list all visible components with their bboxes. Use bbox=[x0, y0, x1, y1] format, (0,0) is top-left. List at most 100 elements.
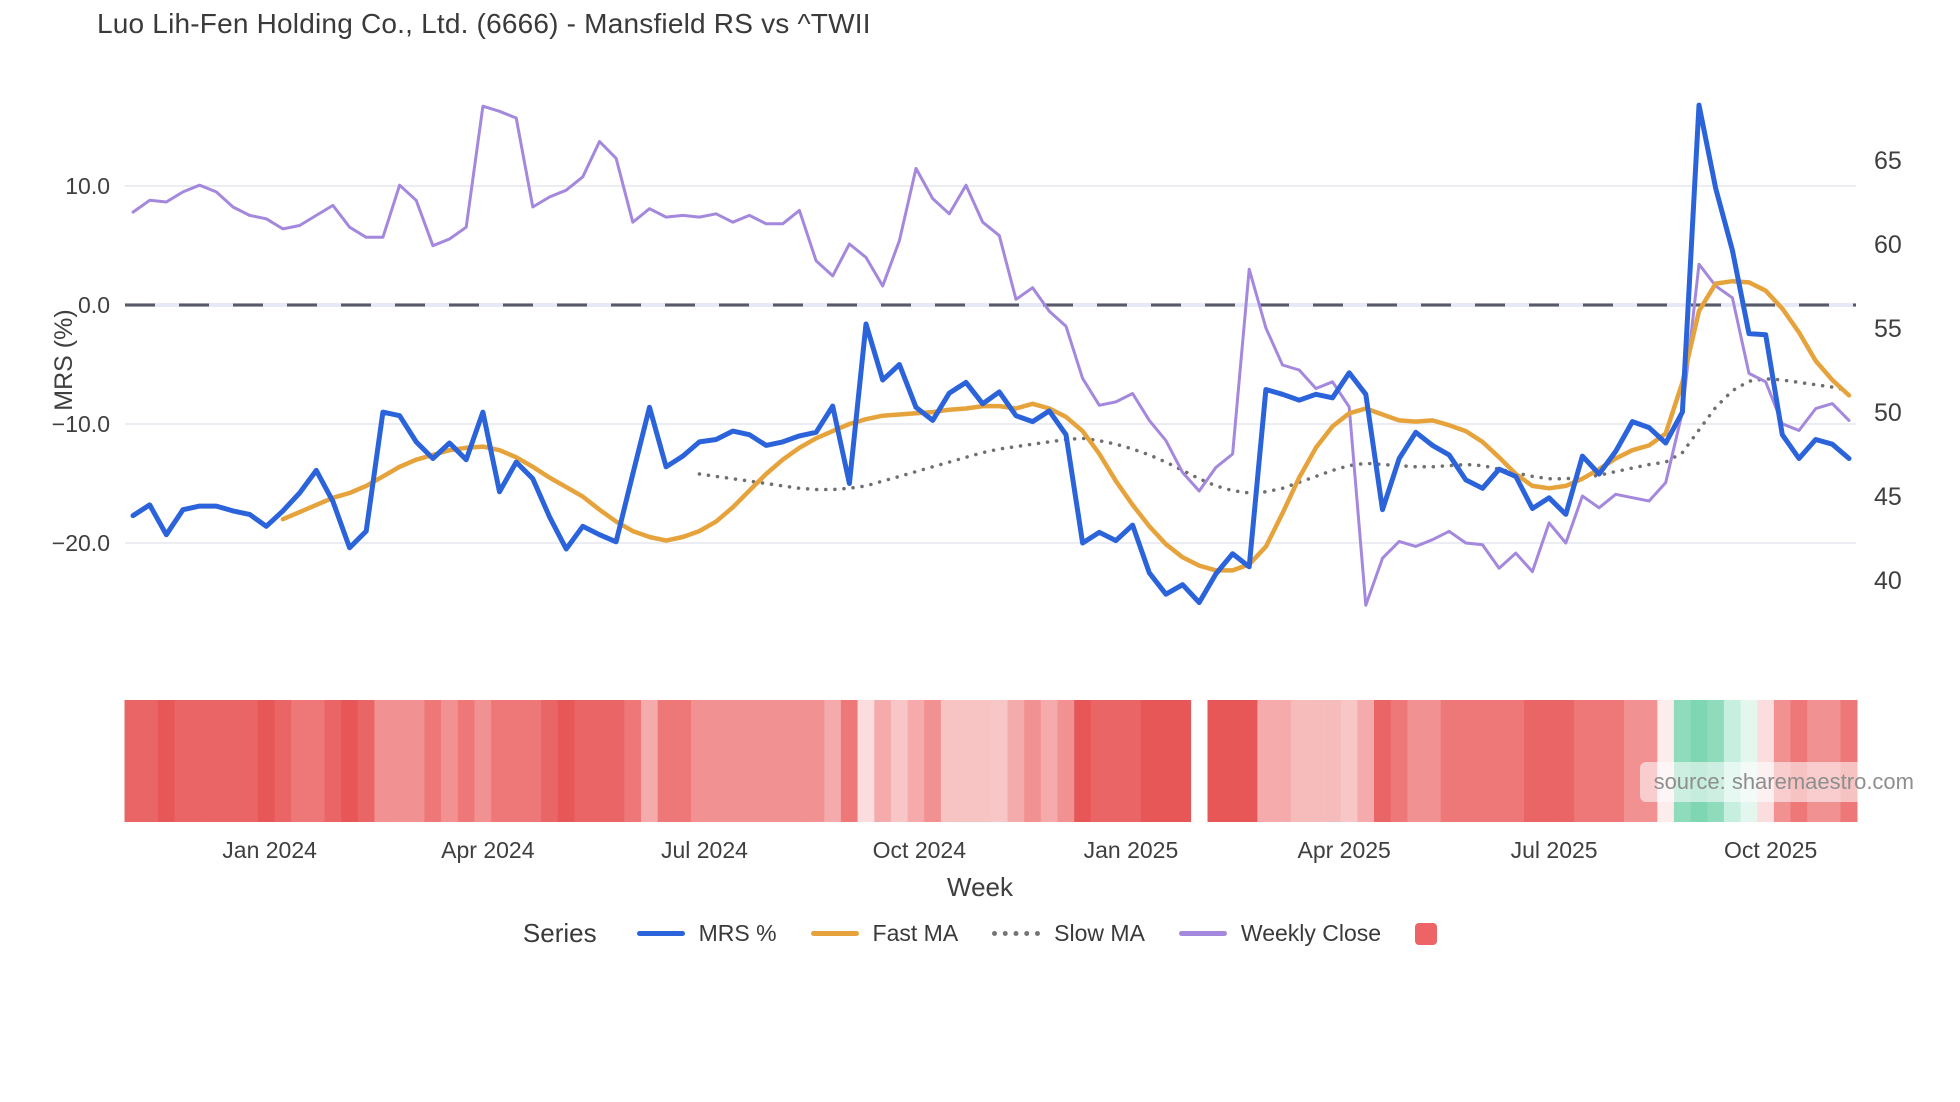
heat-strip-cell bbox=[541, 700, 558, 822]
heat-strip-cell bbox=[691, 700, 708, 822]
heat-strip-cell bbox=[141, 700, 159, 822]
y-right-tick-label: 45 bbox=[1874, 483, 1902, 511]
heat-strip-cell bbox=[907, 700, 925, 822]
slow-ma-dotted-swatch-icon bbox=[992, 931, 1041, 936]
heat-strip-cell bbox=[990, 700, 1008, 822]
heat-strip-cell bbox=[391, 700, 409, 822]
weekly-close-line bbox=[131, 104, 1851, 607]
heat-strip-cell bbox=[241, 700, 259, 822]
heat-strip-cell bbox=[1640, 700, 1658, 822]
heat-strip-cell bbox=[1673, 700, 1691, 822]
heat-strip-cell bbox=[174, 700, 192, 822]
weekly-close-line-swatch-icon bbox=[1178, 931, 1227, 936]
heat-strip-cell bbox=[1773, 700, 1791, 822]
heat-strip-cell bbox=[1107, 700, 1125, 822]
heat-strip-cell bbox=[707, 700, 725, 822]
heat-strip-cell bbox=[1290, 700, 1308, 822]
heat-strip-cell bbox=[191, 700, 209, 822]
legend-item-mrs: MRS % bbox=[636, 920, 777, 947]
heat-strip-cell bbox=[1074, 700, 1092, 822]
heat-strip-cell bbox=[1507, 700, 1525, 822]
heat-strip-cell bbox=[607, 700, 625, 822]
legend-item-label: Weekly Close bbox=[1240, 920, 1382, 946]
y-right-tick-label: 40 bbox=[1874, 567, 1902, 595]
heat-strip-cell bbox=[124, 700, 142, 822]
x-axis-title: Week bbox=[947, 872, 1013, 902]
legend-item-heat-strip bbox=[1415, 922, 1438, 945]
heat-strip-cell bbox=[457, 700, 475, 822]
x-tick-label: Oct 2024 bbox=[873, 837, 967, 863]
y-left-tick-label: 10.0 bbox=[65, 173, 110, 199]
heat-strip-cell bbox=[1590, 700, 1608, 822]
heat-strip-cell bbox=[874, 700, 892, 822]
heat-strip-cell bbox=[674, 700, 692, 822]
x-tick-label: Apr 2024 bbox=[441, 837, 535, 863]
heat-strip-cell bbox=[924, 700, 942, 822]
heat-strip-cell bbox=[1307, 700, 1325, 822]
heat-strip-cell bbox=[207, 700, 225, 822]
heat-strip-cell bbox=[1690, 700, 1708, 822]
heat-strip-cell bbox=[574, 700, 592, 822]
heat-strip-cell bbox=[1207, 700, 1225, 822]
heat-strip-cell bbox=[1474, 700, 1491, 822]
heat-strip-cell bbox=[1607, 700, 1625, 822]
heat-strip-cell bbox=[407, 700, 425, 822]
mrs-line-swatch-icon bbox=[636, 931, 685, 936]
heat-strip-cell bbox=[1807, 700, 1825, 822]
heat-strip-cell bbox=[724, 700, 742, 822]
heat-strip-cell bbox=[1024, 700, 1042, 822]
heat-strip-cell bbox=[757, 700, 775, 822]
mrs--line bbox=[130, 102, 1852, 605]
y-left-tick-label: −20.0 bbox=[52, 530, 110, 556]
x-tick-label: Oct 2025 bbox=[1724, 837, 1817, 863]
heat-strip-cell bbox=[1357, 700, 1375, 822]
x-tick-label: Jan 2024 bbox=[222, 837, 317, 863]
chart-title: Luo Lih-Fen Holding Co., Ltd. (6666) - M… bbox=[97, 8, 871, 39]
heat-strip-cell bbox=[1124, 700, 1142, 822]
heat-strip-cell bbox=[491, 700, 509, 822]
legend-item-weekly-close: Weekly Close bbox=[1178, 920, 1382, 947]
heat-strip-cell bbox=[374, 700, 392, 822]
heat-strip-cell bbox=[224, 700, 242, 822]
legend-item-fast-ma: Fast MA bbox=[810, 920, 958, 947]
heat-strip-cell bbox=[357, 700, 375, 822]
fast-ma-line-swatch-icon bbox=[810, 931, 859, 936]
heat-strip-cell bbox=[1257, 700, 1275, 822]
heat-strip-cell bbox=[257, 700, 275, 822]
heat-strip-cell bbox=[1224, 700, 1242, 822]
y-right-tick-label: 50 bbox=[1874, 399, 1902, 427]
heat-strip-cell bbox=[1823, 700, 1841, 822]
heat-strip-cell bbox=[1790, 700, 1808, 822]
x-tick-label: Jul 2024 bbox=[661, 837, 748, 863]
y-left-tick-label: −10.0 bbox=[52, 411, 110, 437]
x-tick-label: Jul 2025 bbox=[1511, 837, 1598, 863]
heat-strip-cell bbox=[1374, 700, 1391, 822]
slow-ma-line bbox=[697, 377, 1851, 495]
fast-ma-line bbox=[280, 278, 1852, 573]
heat-strip-cell bbox=[774, 700, 792, 822]
heat-strip-cell bbox=[1324, 700, 1342, 822]
y-right-tick-label: 65 bbox=[1874, 147, 1902, 175]
heat-strip-cell bbox=[524, 700, 542, 822]
heat-strip-cell bbox=[1457, 700, 1475, 822]
heat-strip-cell bbox=[1340, 700, 1358, 822]
heat-strip-cell bbox=[507, 700, 525, 822]
heat-strip-cell bbox=[957, 700, 975, 822]
heat-strip-cell bbox=[1140, 700, 1158, 822]
heat-strip-cell bbox=[1557, 700, 1575, 822]
heat-strip-cell bbox=[624, 700, 642, 822]
heat-strip-cell bbox=[1490, 700, 1508, 822]
heat-strip-cell bbox=[424, 700, 442, 822]
heat-strip-cell bbox=[1040, 700, 1058, 822]
y-right-tick-label: 60 bbox=[1874, 231, 1902, 259]
heat-strip-cell bbox=[1007, 700, 1025, 822]
heat-strip-cell bbox=[890, 700, 908, 822]
heat-strip-cell bbox=[157, 700, 175, 822]
heat-strip-cell bbox=[557, 700, 575, 822]
x-tick-label: Apr 2025 bbox=[1298, 837, 1391, 863]
y-left-tick-label: 0.0 bbox=[78, 292, 110, 318]
legend-item-label: Slow MA bbox=[1054, 920, 1145, 946]
heat-strip-cell bbox=[1707, 700, 1725, 822]
heat-strip-cell bbox=[1574, 700, 1591, 822]
